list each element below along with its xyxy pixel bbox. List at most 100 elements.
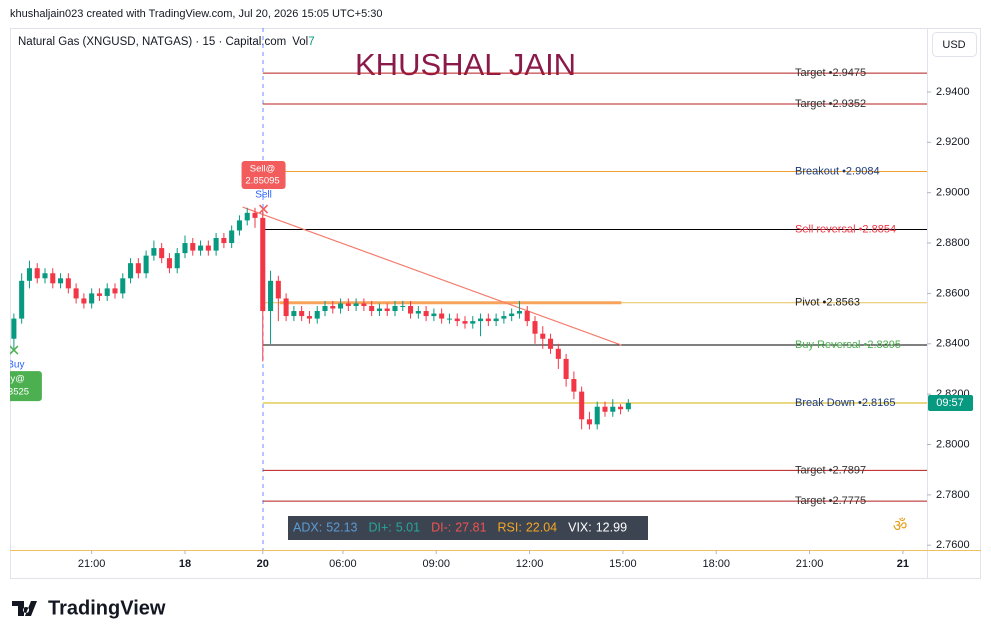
volume-label: Vol bbox=[292, 36, 308, 48]
currency-button[interactable] bbox=[932, 32, 977, 57]
indicator-value: 5.01 bbox=[396, 520, 420, 534]
level-label: Buy Reversal •2.8395 bbox=[795, 339, 901, 351]
candle-body bbox=[384, 308, 390, 312]
x-tick-label: 15:00 bbox=[609, 558, 637, 570]
candle-body bbox=[376, 308, 382, 312]
level-label: Pivot •2.8563 bbox=[795, 297, 860, 309]
y-tick-label: 2.8600 bbox=[936, 287, 970, 299]
candle-body bbox=[330, 305, 336, 309]
indicator-value: 22.04 bbox=[526, 520, 557, 534]
candle-body bbox=[26, 268, 32, 281]
candle-body bbox=[594, 406, 600, 425]
footer-logo: TradingView bbox=[12, 597, 166, 619]
candle-body bbox=[34, 268, 40, 279]
trendline bbox=[242, 206, 622, 346]
candle-body bbox=[571, 379, 577, 392]
symbol-title: Natural Gas (XNGUSD, NATGAS) · 15 · Capi… bbox=[18, 36, 286, 48]
level-label: Target •2.9352 bbox=[795, 98, 866, 110]
level-label: Break Down •2.8165 bbox=[795, 397, 895, 409]
logo-mark bbox=[12, 601, 37, 616]
candle-body bbox=[89, 293, 95, 304]
level-label: Target •2.7775 bbox=[795, 495, 866, 507]
candle-body bbox=[353, 303, 359, 306]
candle-body bbox=[532, 321, 538, 334]
candle-body bbox=[299, 311, 305, 317]
candle-body bbox=[338, 303, 344, 309]
candle-body bbox=[478, 318, 484, 322]
candle-body bbox=[42, 273, 48, 279]
candle-body bbox=[198, 245, 204, 251]
candle-body bbox=[104, 288, 110, 296]
candle-body bbox=[555, 348, 561, 359]
x-tick-label: 09:00 bbox=[422, 558, 450, 570]
indicator-name: RSI: bbox=[498, 520, 522, 534]
x-tick-label: 21:00 bbox=[796, 558, 824, 570]
y-tick-label: 2.8400 bbox=[936, 338, 970, 350]
signal-kind: Buy bbox=[7, 360, 24, 371]
indicator-name: DI-: bbox=[431, 520, 451, 534]
signal-box bbox=[241, 161, 286, 190]
y-tick-label: 2.7600 bbox=[936, 539, 970, 551]
candle-body bbox=[96, 293, 102, 296]
y-tick-label: 2.9400 bbox=[936, 86, 970, 98]
level-label: Breakout •2.9084 bbox=[795, 165, 880, 177]
y-tick-label: 2.8800 bbox=[936, 237, 970, 249]
candle-body bbox=[415, 311, 421, 314]
candle-body bbox=[236, 220, 242, 231]
candle-body bbox=[618, 406, 624, 410]
x-tick-label: 18:00 bbox=[702, 558, 730, 570]
x-tick-label: 06:00 bbox=[329, 558, 357, 570]
om-symbol: ॐ bbox=[893, 517, 908, 535]
candle-body bbox=[120, 278, 126, 294]
x-tick-label: 21:00 bbox=[78, 558, 106, 570]
candle-body bbox=[501, 316, 507, 319]
candle-body bbox=[446, 318, 452, 320]
volume-value: 7 bbox=[308, 36, 314, 48]
candle-body bbox=[322, 305, 328, 312]
candle-body bbox=[485, 318, 491, 322]
candle-body bbox=[439, 313, 445, 319]
y-tick-label: 2.9200 bbox=[936, 136, 970, 148]
candle-body bbox=[50, 273, 56, 284]
indicator-value: 12.99 bbox=[596, 520, 627, 534]
candle-body bbox=[625, 402, 631, 410]
countdown: 09:57 bbox=[936, 397, 964, 409]
candle-body bbox=[408, 305, 414, 314]
candle-body bbox=[260, 217, 266, 312]
candle-body bbox=[509, 313, 515, 317]
candle-body bbox=[423, 311, 429, 317]
signal-label: Sell@ bbox=[250, 164, 276, 175]
candle-body bbox=[73, 288, 79, 299]
candle-body bbox=[586, 419, 592, 425]
candle-body bbox=[400, 305, 406, 307]
candle-body bbox=[58, 278, 64, 284]
level-label: Target •2.9475 bbox=[795, 67, 866, 79]
candle-body bbox=[229, 230, 235, 244]
currency-label[interactable]: USD bbox=[942, 39, 965, 51]
chart-frame bbox=[10, 28, 981, 579]
plot-area: Target •2.9475 Target •2.9352 Breakout •2.… bbox=[0, 67, 927, 507]
signal-marker bbox=[259, 204, 269, 214]
candle-body bbox=[610, 406, 616, 412]
footer-brand: TradingView bbox=[48, 597, 166, 619]
candle-body bbox=[244, 212, 250, 221]
candle-body bbox=[65, 278, 71, 289]
y-tick-label: 2.7800 bbox=[936, 489, 970, 501]
candle-body bbox=[454, 318, 460, 322]
candle-body bbox=[516, 311, 522, 314]
candle-body bbox=[369, 305, 375, 312]
candle-body bbox=[602, 406, 608, 412]
candle-body bbox=[252, 212, 258, 218]
candle-body bbox=[314, 311, 320, 319]
indicator-name: ADX: bbox=[293, 520, 322, 534]
candle-body bbox=[213, 238, 219, 251]
candle-body bbox=[548, 338, 554, 349]
candle-body bbox=[275, 280, 281, 299]
candle-body bbox=[291, 311, 297, 317]
candle-body bbox=[205, 245, 211, 251]
candle-body bbox=[470, 321, 476, 324]
signal-label: Buy@ bbox=[0, 374, 25, 385]
candle-body bbox=[392, 305, 398, 312]
signal-price: 2.63525 bbox=[0, 387, 29, 398]
